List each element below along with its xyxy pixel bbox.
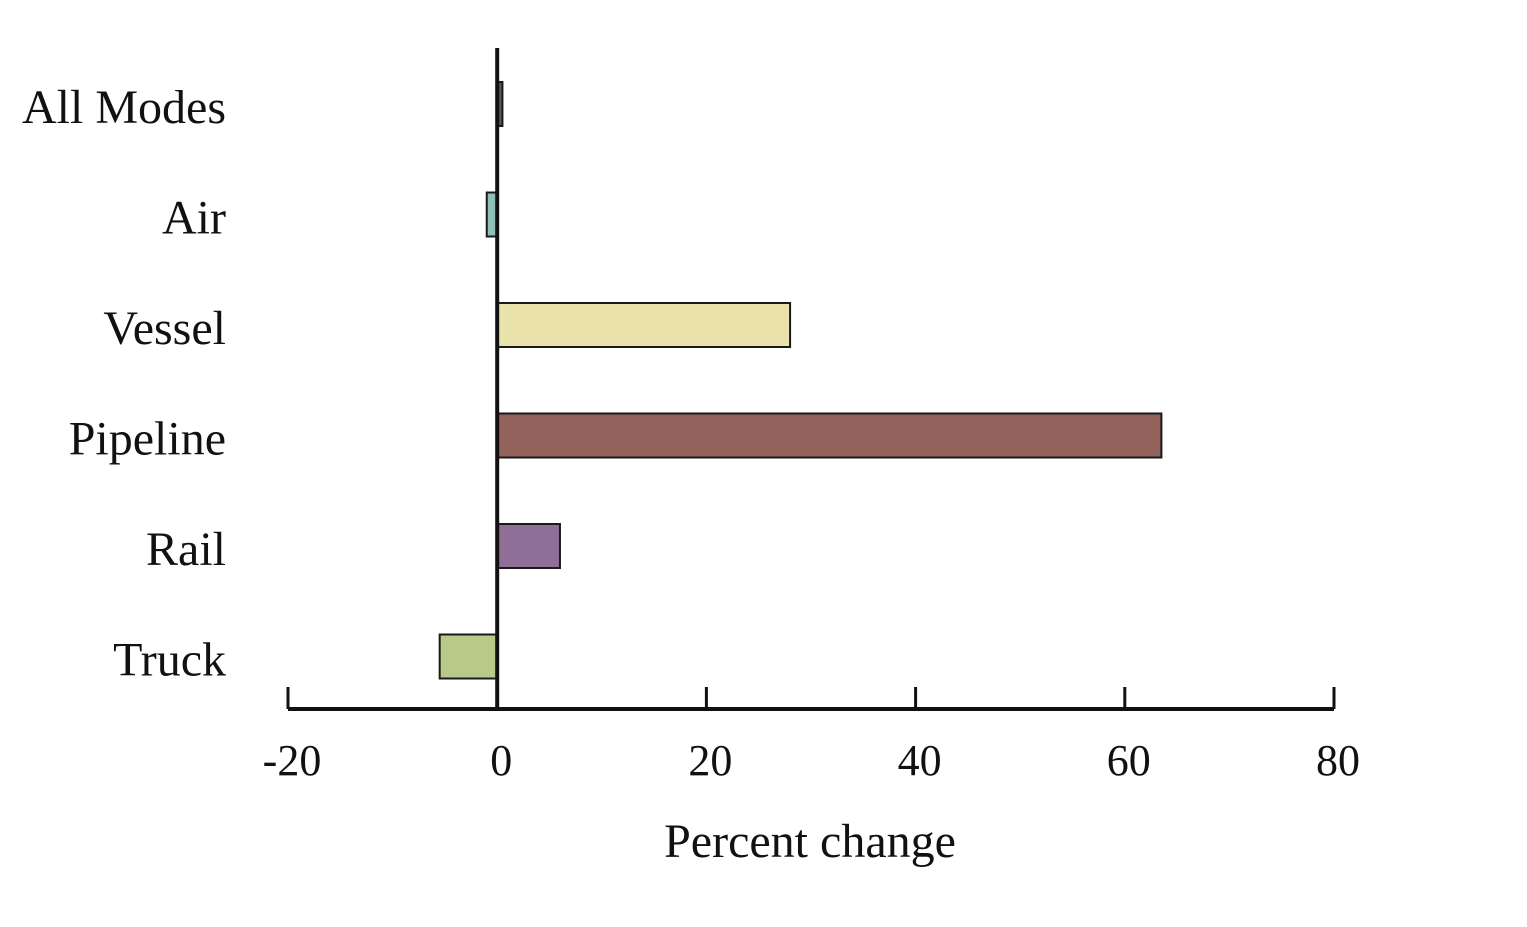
x-tick-label: 20: [688, 736, 732, 785]
x-tick-label: 80: [1316, 736, 1360, 785]
category-label-air: Air: [162, 192, 226, 245]
bar-pipeline: [496, 412, 1163, 459]
bar-rail: [496, 523, 561, 569]
x-axis-ticks: -20 0 20 40 60 80: [263, 687, 1360, 785]
bar-vessel: [496, 302, 792, 348]
x-tick-label: 60: [1107, 736, 1151, 785]
x-tick-label: 0: [490, 736, 512, 785]
x-tick-label: 40: [898, 736, 942, 785]
category-label-pipeline: Pipeline: [69, 413, 226, 466]
category-label-rail: Rail: [146, 523, 226, 576]
category-label-all-modes: All Modes: [22, 81, 226, 134]
x-tick-label: -20: [263, 736, 322, 785]
category-label-truck: Truck: [113, 634, 226, 687]
category-label-vessel: Vessel: [103, 302, 226, 355]
bars-group: [438, 81, 1163, 680]
bar-truck: [438, 633, 499, 680]
x-axis-title: Percent change: [664, 815, 956, 868]
category-labels: All Modes Air Vessel Pipeline Rail Truck: [22, 81, 226, 687]
